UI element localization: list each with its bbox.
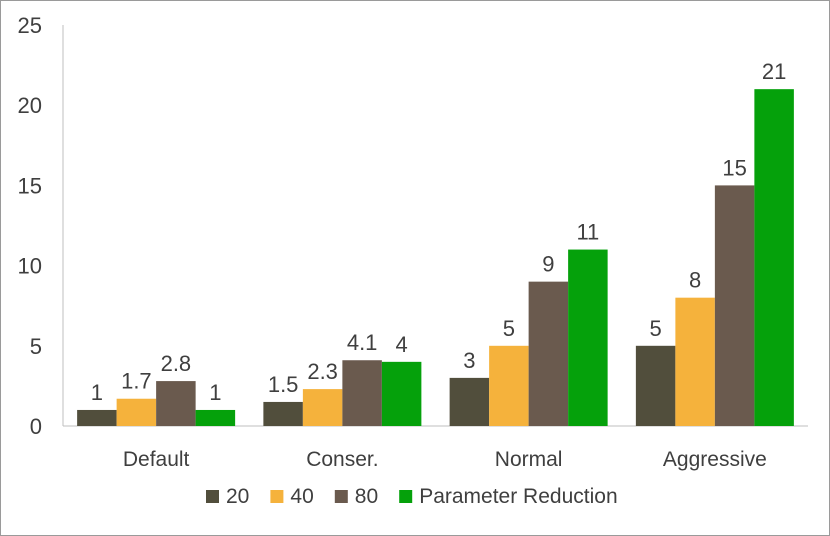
data-label: 1.5 <box>268 372 299 397</box>
legend-swatch <box>334 490 348 503</box>
bar <box>342 360 382 426</box>
data-label: 9 <box>542 252 554 277</box>
legend-swatch <box>270 490 284 503</box>
data-label: 1 <box>209 380 221 405</box>
legend-swatch <box>206 490 219 503</box>
data-label: 3 <box>463 348 475 373</box>
data-label: 1.7 <box>121 369 152 394</box>
data-label: 5 <box>503 316 515 341</box>
legend-label: 80 <box>355 485 378 508</box>
bar <box>263 401 303 426</box>
data-label: 2.3 <box>307 359 338 384</box>
data-label: 1 <box>91 380 103 405</box>
legend-label: Parameter Reduction <box>419 485 617 508</box>
data-label: 2.8 <box>161 351 192 376</box>
bar <box>489 345 529 426</box>
bar <box>116 398 157 426</box>
data-label: 11 <box>576 220 599 245</box>
bar <box>675 297 715 426</box>
bar <box>449 377 490 426</box>
y-tick-label: 5 <box>30 334 42 359</box>
x-category-label: Default <box>123 448 190 471</box>
y-tick-label: 20 <box>18 93 42 118</box>
bar <box>381 361 422 426</box>
bar <box>302 389 343 426</box>
x-category-label: Aggressive <box>663 448 767 471</box>
legend-label: 40 <box>290 485 313 508</box>
data-label: 8 <box>689 268 701 293</box>
data-label: 4 <box>396 332 408 357</box>
bar <box>568 249 608 426</box>
legend-label: 20 <box>226 485 249 508</box>
y-tick-label: 0 <box>30 414 42 439</box>
bar <box>635 345 676 426</box>
bar <box>528 281 569 426</box>
y-tick-label: 15 <box>18 173 42 198</box>
bar <box>77 409 117 426</box>
x-category-label: Normal <box>495 448 563 471</box>
bar <box>754 89 794 426</box>
y-tick-label: 10 <box>18 254 42 279</box>
y-tick-label: 25 <box>18 13 42 38</box>
data-label: 5 <box>650 316 662 341</box>
bar <box>156 381 196 426</box>
data-label: 15 <box>722 155 746 180</box>
bar <box>195 409 236 426</box>
x-category-label: Conser. <box>306 448 378 471</box>
data-label: 4.1 <box>347 330 378 355</box>
legend-swatch <box>399 490 413 503</box>
data-label: 21 <box>762 59 786 84</box>
bar <box>714 185 755 426</box>
